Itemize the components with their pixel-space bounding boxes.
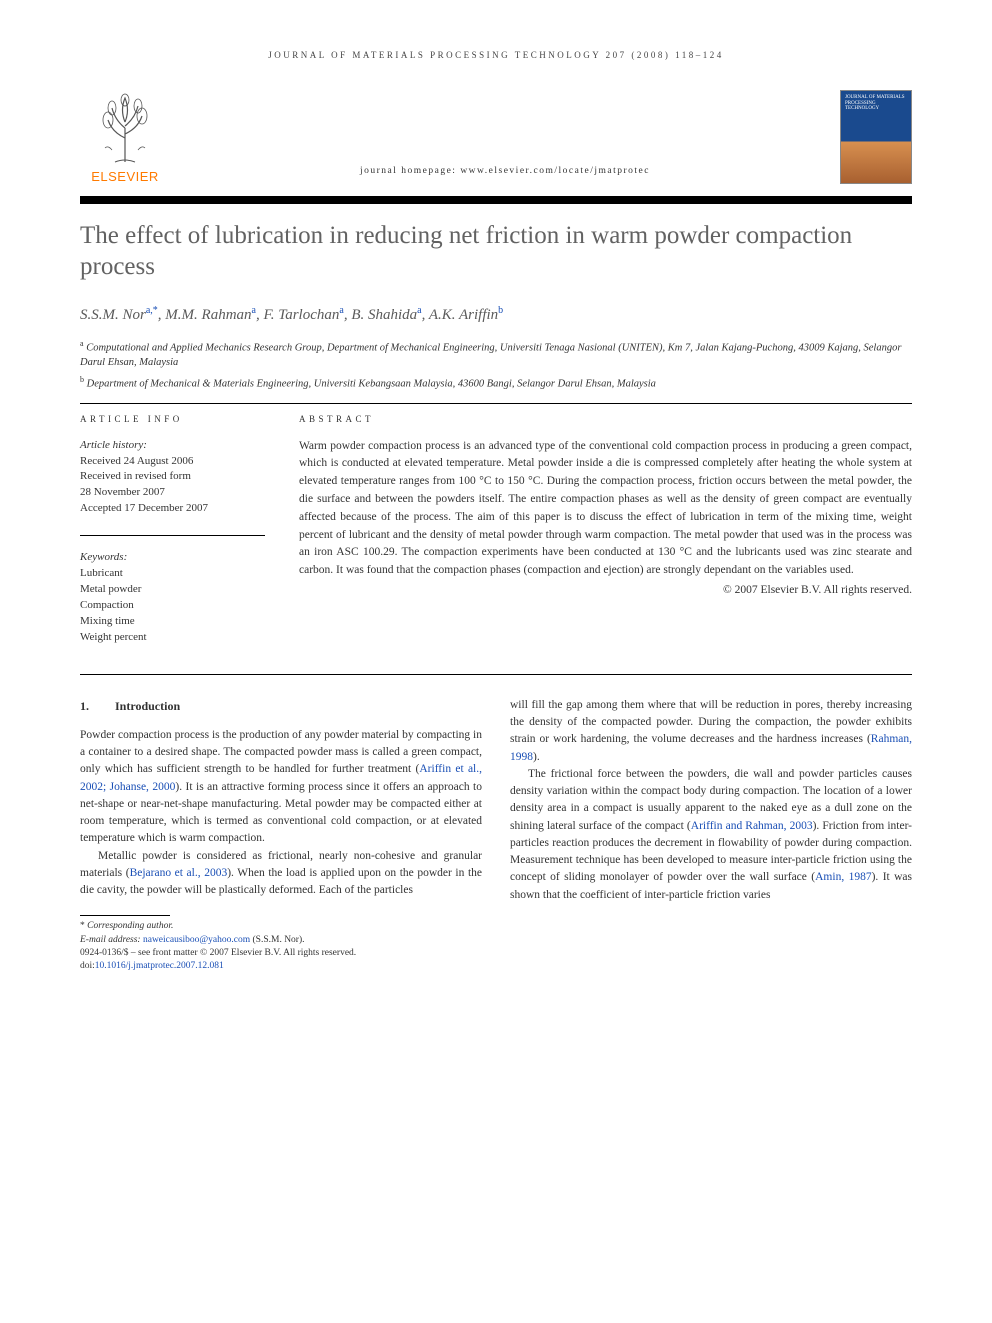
email-line: E-mail address: naweicausiboo@yahoo.com … bbox=[80, 934, 482, 947]
footnotes: * Corresponding author. E-mail address: … bbox=[80, 920, 482, 973]
author-name: M.M. Rahman bbox=[165, 307, 251, 323]
section-title: Introduction bbox=[115, 697, 180, 715]
keyword: Compaction bbox=[80, 598, 265, 614]
abstract-column: ABSTRACT Warm powder compaction process … bbox=[299, 414, 912, 664]
citation-link[interactable]: Bejarano et al., 2003 bbox=[130, 867, 228, 879]
section-rule bbox=[80, 674, 912, 675]
info-abstract-row: ARTICLE INFO Article history: Received 2… bbox=[80, 414, 912, 664]
author-name: F. Tarlochan bbox=[264, 307, 340, 323]
email-link[interactable]: naweicausiboo@yahoo.com bbox=[143, 935, 250, 945]
copyright-line: © 2007 Elsevier B.V. All rights reserved… bbox=[299, 584, 912, 596]
doi-line: doi:10.1016/j.jmatprotec.2007.12.081 bbox=[80, 960, 482, 973]
paragraph: will fill the gap among them where that … bbox=[510, 697, 912, 766]
corresponding-note: * Corresponding author. bbox=[80, 920, 482, 933]
running-head: JOURNAL OF MATERIALS PROCESSING TECHNOLO… bbox=[80, 50, 912, 60]
article-history: Article history: Received 24 August 2006… bbox=[80, 438, 265, 518]
masthead-row: ELSEVIER journal homepage: www.elsevier.… bbox=[80, 90, 912, 184]
history-heading: Article history: bbox=[80, 438, 265, 454]
affiliation: b Department of Mechanical & Materials E… bbox=[80, 374, 912, 392]
section-number: 1. bbox=[80, 697, 89, 715]
paragraph: The frictional force between the powders… bbox=[510, 766, 912, 904]
email-label: E-mail address: bbox=[80, 935, 141, 945]
author-name: B. Shahida bbox=[351, 307, 417, 323]
paragraph: Metallic powder is considered as frictio… bbox=[80, 848, 482, 900]
elsevier-logo-icon bbox=[90, 90, 160, 165]
keywords-heading: Keywords: bbox=[80, 550, 265, 566]
author-sup: a,* bbox=[146, 305, 158, 316]
section-rule bbox=[80, 403, 912, 404]
para-text: will fill the gap among them where that … bbox=[510, 699, 912, 746]
keyword: Weight percent bbox=[80, 630, 265, 646]
journal-cover-title: JOURNAL OF MATERIALS PROCESSING TECHNOLO… bbox=[845, 95, 907, 112]
email-suffix: (S.S.M. Nor). bbox=[253, 935, 305, 945]
paragraph: Powder compaction process is the product… bbox=[80, 727, 482, 848]
history-accepted: Accepted 17 December 2007 bbox=[80, 501, 265, 517]
author-line: S.S.M. Nora,*, M.M. Rahmana, F. Tarlocha… bbox=[80, 305, 912, 324]
keyword: Lubricant bbox=[80, 566, 265, 582]
author-name: S.S.M. Nor bbox=[80, 307, 146, 323]
title-rule bbox=[80, 196, 912, 204]
author-sup: a bbox=[339, 305, 343, 316]
abstract-label: ABSTRACT bbox=[299, 414, 912, 424]
affil-sup: b bbox=[80, 375, 84, 384]
affil-sup: a bbox=[80, 339, 84, 348]
abstract-text: Warm powder compaction process is an adv… bbox=[299, 438, 912, 581]
author-name: A.K. Ariffin bbox=[429, 307, 498, 323]
keywords-block: Keywords: Lubricant Metal powder Compact… bbox=[80, 550, 265, 646]
keyword: Mixing time bbox=[80, 614, 265, 630]
article-title: The effect of lubrication in reducing ne… bbox=[80, 220, 912, 283]
journal-cover-thumbnail: JOURNAL OF MATERIALS PROCESSING TECHNOLO… bbox=[840, 90, 912, 184]
para-text: ). bbox=[533, 751, 540, 763]
section-heading: 1. Introduction bbox=[80, 697, 482, 715]
body-text: 1. Introduction Powder compaction proces… bbox=[80, 697, 912, 974]
keyword: Metal powder bbox=[80, 582, 265, 598]
doi-link[interactable]: 10.1016/j.jmatprotec.2007.12.081 bbox=[95, 961, 224, 971]
affiliation: a Computational and Applied Mechanics Re… bbox=[80, 338, 912, 371]
corresponding-label: Corresponding author. bbox=[87, 921, 173, 931]
author-sup: b bbox=[498, 305, 503, 316]
history-revised-date: 28 November 2007 bbox=[80, 485, 265, 501]
author-sup: a bbox=[252, 305, 256, 316]
citation-link[interactable]: Ariffin and Rahman, 2003 bbox=[691, 820, 813, 832]
history-received: Received 24 August 2006 bbox=[80, 454, 265, 470]
author-sup: a bbox=[417, 305, 421, 316]
journal-homepage: journal homepage: www.elsevier.com/locat… bbox=[170, 166, 840, 184]
article-info-column: ARTICLE INFO Article history: Received 2… bbox=[80, 414, 265, 664]
issn-line: 0924-0136/$ – see front matter © 2007 El… bbox=[80, 947, 482, 960]
affil-text: Department of Mechanical & Materials Eng… bbox=[87, 379, 656, 390]
article-info-label: ARTICLE INFO bbox=[80, 414, 265, 424]
history-revised: Received in revised form bbox=[80, 469, 265, 485]
info-divider bbox=[80, 535, 265, 536]
footnote-separator bbox=[80, 915, 170, 916]
citation-link[interactable]: Amin, 1987 bbox=[815, 871, 871, 883]
publisher-name: ELSEVIER bbox=[91, 169, 159, 184]
affil-text: Computational and Applied Mechanics Rese… bbox=[80, 342, 901, 368]
publisher-block: ELSEVIER bbox=[80, 90, 170, 184]
doi-label: doi: bbox=[80, 961, 95, 971]
